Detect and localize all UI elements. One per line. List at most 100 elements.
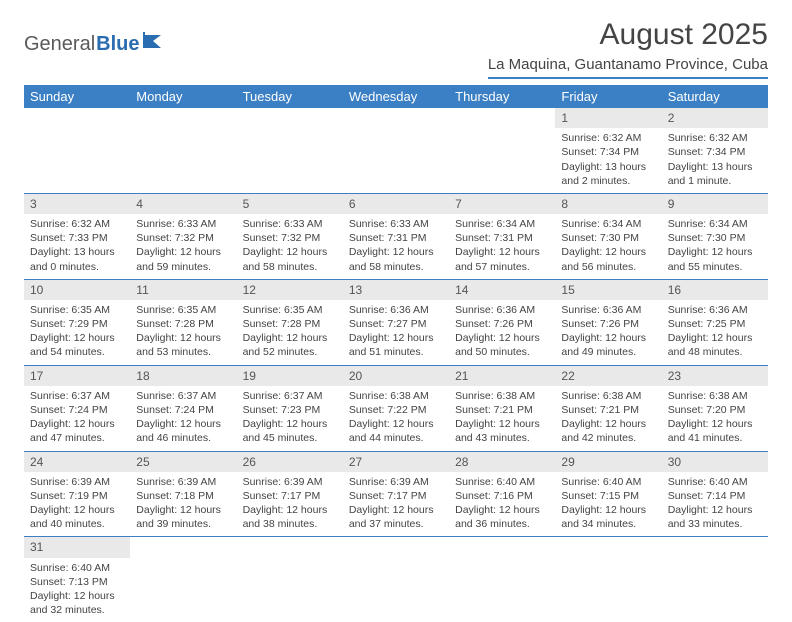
calendar-cell xyxy=(662,537,768,622)
calendar-cell xyxy=(343,537,449,622)
daylight-text: Daylight: 12 hours and 54 minutes. xyxy=(30,331,124,359)
day-body: Sunrise: 6:38 AMSunset: 7:22 PMDaylight:… xyxy=(343,386,449,451)
daylight-text: Daylight: 13 hours and 0 minutes. xyxy=(30,245,124,273)
sunrise-text: Sunrise: 6:38 AM xyxy=(349,389,443,403)
calendar-cell: 28Sunrise: 6:40 AMSunset: 7:16 PMDayligh… xyxy=(449,451,555,537)
day-body: Sunrise: 6:37 AMSunset: 7:24 PMDaylight:… xyxy=(130,386,236,451)
day-body: Sunrise: 6:40 AMSunset: 7:15 PMDaylight:… xyxy=(555,472,661,537)
sunset-text: Sunset: 7:16 PM xyxy=(455,489,549,503)
daylight-text: Daylight: 12 hours and 59 minutes. xyxy=(136,245,230,273)
daylight-text: Daylight: 12 hours and 58 minutes. xyxy=(349,245,443,273)
calendar-cell: 27Sunrise: 6:39 AMSunset: 7:17 PMDayligh… xyxy=(343,451,449,537)
sunset-text: Sunset: 7:18 PM xyxy=(136,489,230,503)
day-header: Monday xyxy=(130,85,236,108)
sunrise-text: Sunrise: 6:33 AM xyxy=(136,217,230,231)
sunset-text: Sunset: 7:24 PM xyxy=(136,403,230,417)
day-body: Sunrise: 6:34 AMSunset: 7:30 PMDaylight:… xyxy=(662,214,768,279)
calendar-cell xyxy=(555,537,661,622)
day-number: 3 xyxy=(24,194,130,214)
logo-text-general: General xyxy=(24,33,95,56)
sunset-text: Sunset: 7:28 PM xyxy=(136,317,230,331)
daylight-text: Daylight: 12 hours and 56 minutes. xyxy=(561,245,655,273)
day-body: Sunrise: 6:36 AMSunset: 7:27 PMDaylight:… xyxy=(343,300,449,365)
day-body: Sunrise: 6:36 AMSunset: 7:26 PMDaylight:… xyxy=(449,300,555,365)
day-number: 19 xyxy=(237,366,343,386)
calendar-cell xyxy=(343,108,449,193)
calendar-cell: 19Sunrise: 6:37 AMSunset: 7:23 PMDayligh… xyxy=(237,365,343,451)
sunset-text: Sunset: 7:15 PM xyxy=(561,489,655,503)
calendar-cell: 10Sunrise: 6:35 AMSunset: 7:29 PMDayligh… xyxy=(24,279,130,365)
calendar-cell xyxy=(24,108,130,193)
sunset-text: Sunset: 7:30 PM xyxy=(561,231,655,245)
day-number: 18 xyxy=(130,366,236,386)
calendar-cell: 20Sunrise: 6:38 AMSunset: 7:22 PMDayligh… xyxy=(343,365,449,451)
calendar-cell: 30Sunrise: 6:40 AMSunset: 7:14 PMDayligh… xyxy=(662,451,768,537)
day-number: 1 xyxy=(555,108,661,128)
calendar-row: 31Sunrise: 6:40 AMSunset: 7:13 PMDayligh… xyxy=(24,537,768,622)
day-body: Sunrise: 6:40 AMSunset: 7:14 PMDaylight:… xyxy=(662,472,768,537)
sunset-text: Sunset: 7:33 PM xyxy=(30,231,124,245)
day-body: Sunrise: 6:37 AMSunset: 7:24 PMDaylight:… xyxy=(24,386,130,451)
calendar-cell: 11Sunrise: 6:35 AMSunset: 7:28 PMDayligh… xyxy=(130,279,236,365)
day-number: 25 xyxy=(130,452,236,472)
day-body: Sunrise: 6:35 AMSunset: 7:29 PMDaylight:… xyxy=(24,300,130,365)
day-body: Sunrise: 6:36 AMSunset: 7:25 PMDaylight:… xyxy=(662,300,768,365)
sunset-text: Sunset: 7:17 PM xyxy=(243,489,337,503)
sunrise-text: Sunrise: 6:32 AM xyxy=(561,131,655,145)
day-number: 4 xyxy=(130,194,236,214)
calendar-cell: 17Sunrise: 6:37 AMSunset: 7:24 PMDayligh… xyxy=(24,365,130,451)
title-block: August 2025 La Maquina, Guantanamo Provi… xyxy=(488,18,768,79)
calendar-cell: 29Sunrise: 6:40 AMSunset: 7:15 PMDayligh… xyxy=(555,451,661,537)
calendar-cell: 21Sunrise: 6:38 AMSunset: 7:21 PMDayligh… xyxy=(449,365,555,451)
calendar-table: Sunday Monday Tuesday Wednesday Thursday… xyxy=(24,85,768,622)
sunrise-text: Sunrise: 6:37 AM xyxy=(136,389,230,403)
sunrise-text: Sunrise: 6:40 AM xyxy=(30,561,124,575)
daylight-text: Daylight: 13 hours and 2 minutes. xyxy=(561,160,655,188)
sunrise-text: Sunrise: 6:36 AM xyxy=(561,303,655,317)
page-title: August 2025 xyxy=(488,18,768,52)
sunset-text: Sunset: 7:34 PM xyxy=(561,145,655,159)
calendar-cell xyxy=(130,537,236,622)
day-number: 2 xyxy=(662,108,768,128)
sunset-text: Sunset: 7:29 PM xyxy=(30,317,124,331)
day-body: Sunrise: 6:37 AMSunset: 7:23 PMDaylight:… xyxy=(237,386,343,451)
day-body: Sunrise: 6:40 AMSunset: 7:13 PMDaylight:… xyxy=(24,558,130,622)
day-number: 7 xyxy=(449,194,555,214)
sunrise-text: Sunrise: 6:33 AM xyxy=(349,217,443,231)
sunrise-text: Sunrise: 6:34 AM xyxy=(455,217,549,231)
day-body: Sunrise: 6:35 AMSunset: 7:28 PMDaylight:… xyxy=(237,300,343,365)
sunrise-text: Sunrise: 6:39 AM xyxy=(30,475,124,489)
sunset-text: Sunset: 7:22 PM xyxy=(349,403,443,417)
calendar-cell: 3Sunrise: 6:32 AMSunset: 7:33 PMDaylight… xyxy=(24,193,130,279)
day-number: 21 xyxy=(449,366,555,386)
day-number: 16 xyxy=(662,280,768,300)
sunrise-text: Sunrise: 6:36 AM xyxy=(455,303,549,317)
day-body: Sunrise: 6:32 AMSunset: 7:34 PMDaylight:… xyxy=(555,128,661,193)
logo-flag-icon xyxy=(143,32,165,48)
sunrise-text: Sunrise: 6:32 AM xyxy=(30,217,124,231)
day-number: 5 xyxy=(237,194,343,214)
daylight-text: Daylight: 12 hours and 44 minutes. xyxy=(349,417,443,445)
day-body: Sunrise: 6:34 AMSunset: 7:31 PMDaylight:… xyxy=(449,214,555,279)
daylight-text: Daylight: 12 hours and 42 minutes. xyxy=(561,417,655,445)
logo: GeneralBlue xyxy=(24,32,165,56)
day-header: Thursday xyxy=(449,85,555,108)
day-number: 15 xyxy=(555,280,661,300)
day-number: 24 xyxy=(24,452,130,472)
logo-text-blue: Blue xyxy=(96,33,139,56)
calendar-cell: 24Sunrise: 6:39 AMSunset: 7:19 PMDayligh… xyxy=(24,451,130,537)
sunset-text: Sunset: 7:19 PM xyxy=(30,489,124,503)
daylight-text: Daylight: 12 hours and 32 minutes. xyxy=(30,589,124,617)
sunrise-text: Sunrise: 6:36 AM xyxy=(349,303,443,317)
day-body: Sunrise: 6:32 AMSunset: 7:33 PMDaylight:… xyxy=(24,214,130,279)
day-body: Sunrise: 6:33 AMSunset: 7:31 PMDaylight:… xyxy=(343,214,449,279)
sunrise-text: Sunrise: 6:39 AM xyxy=(136,475,230,489)
daylight-text: Daylight: 12 hours and 33 minutes. xyxy=(668,503,762,531)
day-number: 11 xyxy=(130,280,236,300)
sunset-text: Sunset: 7:26 PM xyxy=(561,317,655,331)
daylight-text: Daylight: 12 hours and 52 minutes. xyxy=(243,331,337,359)
sunset-text: Sunset: 7:28 PM xyxy=(243,317,337,331)
daylight-text: Daylight: 12 hours and 36 minutes. xyxy=(455,503,549,531)
daylight-text: Daylight: 12 hours and 45 minutes. xyxy=(243,417,337,445)
day-number: 17 xyxy=(24,366,130,386)
